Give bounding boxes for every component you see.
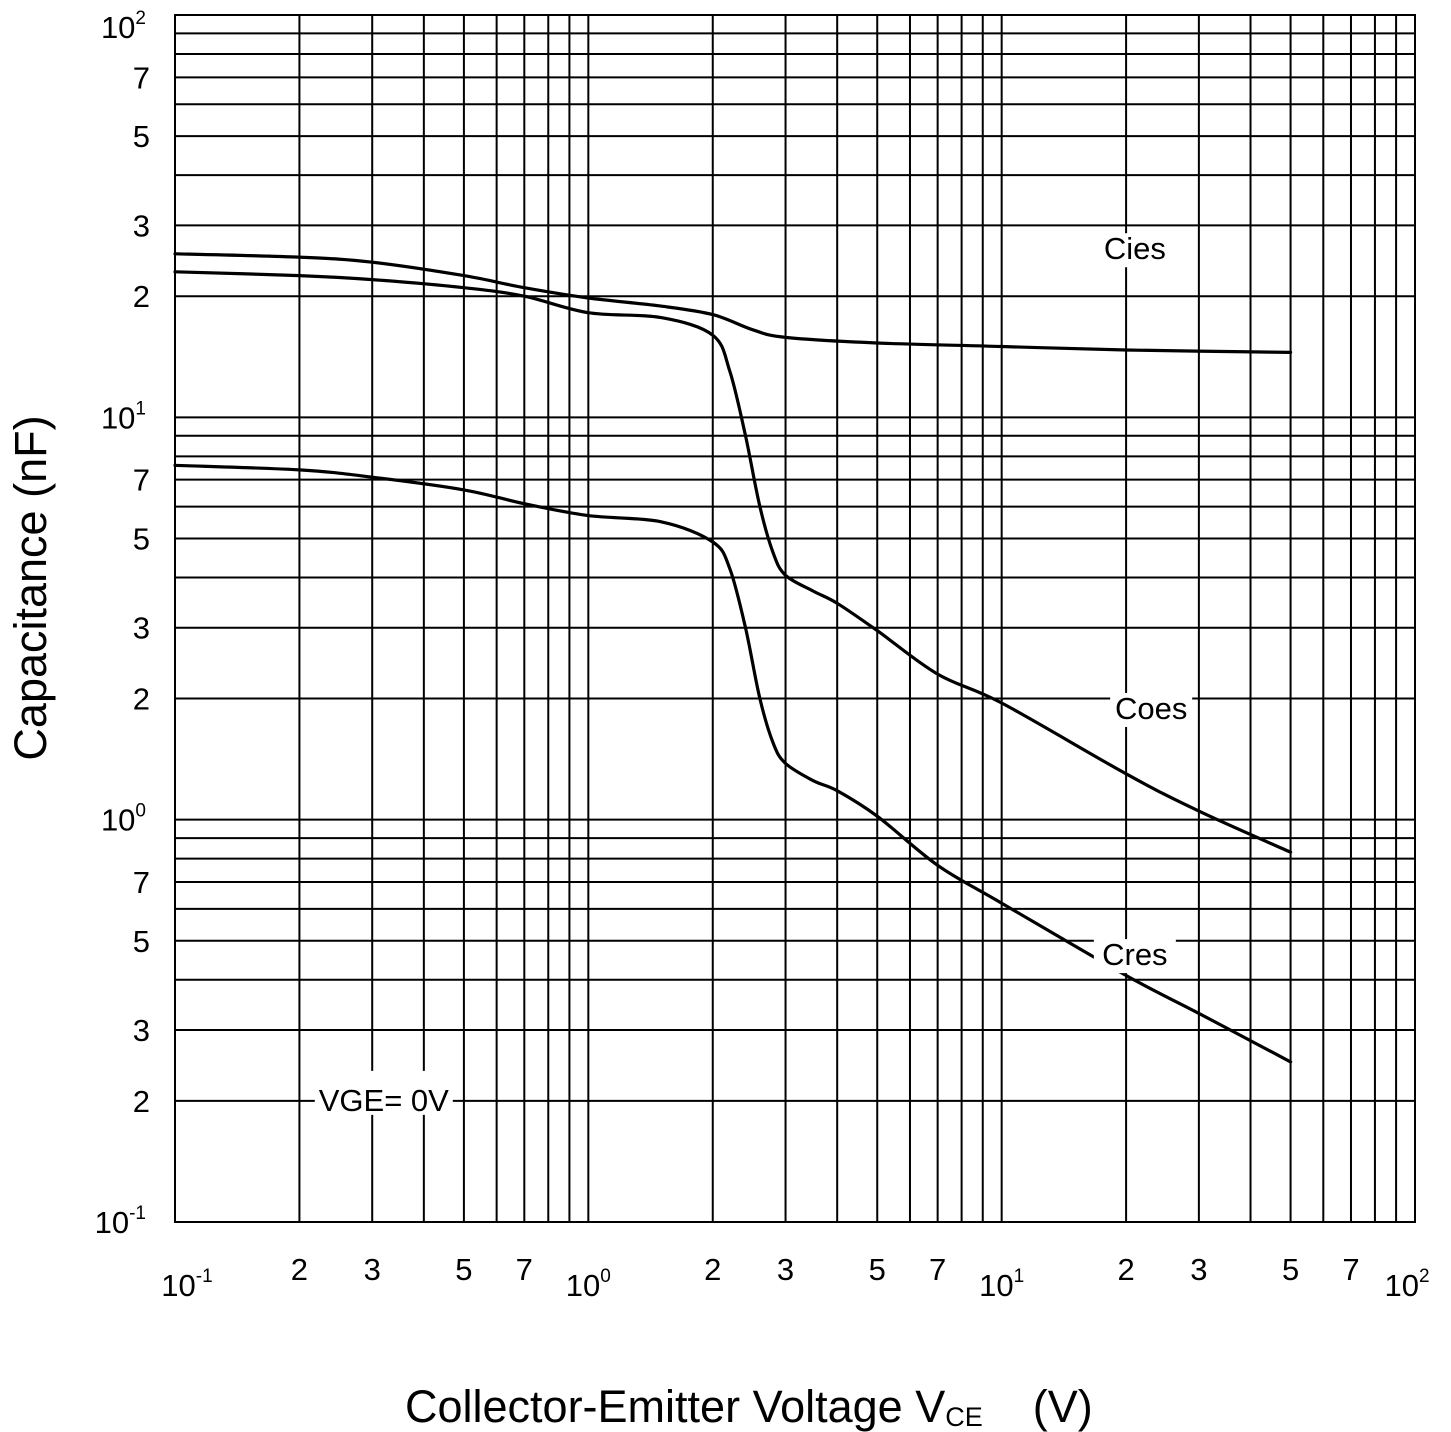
x-tick-mantissa: 2 bbox=[1117, 1252, 1134, 1287]
annotation-vge: VGE= 0V bbox=[319, 1083, 449, 1118]
y-tick-mantissa: 3 bbox=[133, 208, 150, 243]
x-tick-label: 100 bbox=[566, 1266, 611, 1303]
x-tick-label: 7 bbox=[929, 1252, 946, 1287]
x-axis-title-subscript: CE bbox=[945, 1402, 983, 1432]
x-tick-mantissa: 5 bbox=[455, 1252, 472, 1287]
y-tick-label: 7 bbox=[133, 60, 150, 95]
y-tick-label: 5 bbox=[133, 924, 150, 959]
x-tick-label: 5 bbox=[455, 1252, 472, 1287]
y-tick-mantissa: 10 bbox=[101, 400, 135, 435]
plot-frame bbox=[174, 14, 1416, 1223]
x-tick-mantissa: 5 bbox=[1282, 1252, 1299, 1287]
x-tick-mantissa: 2 bbox=[704, 1252, 721, 1287]
x-axis-title-unit: (V) bbox=[1033, 1381, 1093, 1432]
x-tick-mantissa: 7 bbox=[516, 1252, 533, 1287]
x-tick-mantissa: 5 bbox=[869, 1252, 886, 1287]
y-tick-mantissa: 10 bbox=[101, 10, 135, 45]
series-label-bg-cies bbox=[1093, 233, 1176, 268]
y-tick-mantissa: 5 bbox=[133, 924, 150, 959]
x-tick-exponent: -1 bbox=[196, 1266, 213, 1287]
y-tick-label: 101 bbox=[101, 398, 146, 435]
y-tick-exponent: 0 bbox=[135, 801, 146, 822]
y-tick-label: 3 bbox=[133, 208, 150, 243]
y-tick-label: 2 bbox=[133, 1084, 150, 1119]
y-axis-title: Capacitance (nF) bbox=[5, 415, 56, 760]
y-tick-mantissa: 10 bbox=[101, 803, 135, 838]
y-tick-label: 100 bbox=[101, 801, 146, 838]
series-label-bg-cres bbox=[1093, 939, 1176, 974]
x-tick-mantissa: 10 bbox=[566, 1268, 600, 1303]
y-tick-mantissa: 5 bbox=[133, 521, 150, 556]
y-tick-exponent: 2 bbox=[135, 8, 146, 29]
x-tick-mantissa: 10 bbox=[161, 1268, 195, 1303]
x-tick-label: 101 bbox=[979, 1266, 1024, 1303]
y-tick-label: 2 bbox=[133, 682, 150, 717]
x-tick-mantissa: 10 bbox=[979, 1268, 1013, 1303]
y-tick-label: 5 bbox=[133, 119, 150, 154]
x-tick-label: 2 bbox=[291, 1252, 308, 1287]
x-tick-labels: 10-1 2 3 5 7 100 2 3 5 7 101 2 3 5 7 102 bbox=[161, 1252, 1429, 1303]
y-tick-mantissa: 2 bbox=[133, 279, 150, 314]
y-tick-mantissa: 10 bbox=[95, 1205, 129, 1240]
x-tick-exponent: 1 bbox=[1014, 1266, 1025, 1287]
series-labels: Cies Coes Cres bbox=[1093, 231, 1193, 974]
y-tick-label: 3 bbox=[133, 611, 150, 646]
x-tick-label: 7 bbox=[516, 1252, 533, 1287]
series-label-cies: Cies bbox=[1104, 231, 1166, 266]
series-label-bg-coes bbox=[1110, 692, 1193, 727]
series-label-coes: Coes bbox=[1115, 691, 1187, 726]
y-tick-label: 5 bbox=[133, 521, 150, 556]
grid bbox=[174, 14, 1416, 1223]
series-line-coes bbox=[173, 270, 1293, 854]
x-tick-exponent: 2 bbox=[1419, 1266, 1430, 1287]
y-tick-label: 7 bbox=[133, 463, 150, 498]
x-tick-label: 3 bbox=[1190, 1252, 1207, 1287]
x-tick-label: 2 bbox=[1117, 1252, 1134, 1287]
y-tick-mantissa: 3 bbox=[133, 611, 150, 646]
y-tick-mantissa: 7 bbox=[133, 865, 150, 900]
x-tick-label: 2 bbox=[704, 1252, 721, 1287]
y-tick-mantissa: 5 bbox=[133, 119, 150, 154]
y-tick-mantissa: 2 bbox=[133, 1084, 150, 1119]
x-tick-mantissa: 2 bbox=[291, 1252, 308, 1287]
y-tick-label: 3 bbox=[133, 1013, 150, 1048]
x-tick-label: 5 bbox=[869, 1252, 886, 1287]
x-tick-label: 7 bbox=[1342, 1252, 1359, 1287]
x-tick-label: 3 bbox=[364, 1252, 381, 1287]
x-tick-mantissa: 7 bbox=[1342, 1252, 1359, 1287]
y-tick-mantissa: 7 bbox=[133, 463, 150, 498]
curves bbox=[173, 252, 1293, 1064]
x-tick-label: 102 bbox=[1384, 1266, 1429, 1303]
y-tick-exponent: -1 bbox=[129, 1203, 146, 1224]
y-tick-mantissa: 3 bbox=[133, 1013, 150, 1048]
x-axis-title: Collector-Emitter Voltage VCE (V) bbox=[405, 1381, 1093, 1432]
annotations: VGE= 0V bbox=[314, 1070, 453, 1118]
x-tick-label: 5 bbox=[1282, 1252, 1299, 1287]
y-tick-exponent: 1 bbox=[135, 398, 146, 419]
x-tick-mantissa: 10 bbox=[1384, 1268, 1418, 1303]
x-axis-title-main: Collector-Emitter Voltage V bbox=[405, 1381, 945, 1432]
x-tick-exponent: 0 bbox=[600, 1266, 611, 1287]
series-line-cres bbox=[173, 463, 1293, 1064]
x-tick-label: 3 bbox=[777, 1252, 794, 1287]
annotation-bg bbox=[314, 1070, 453, 1115]
x-tick-mantissa: 7 bbox=[929, 1252, 946, 1287]
x-tick-mantissa: 3 bbox=[1190, 1252, 1207, 1287]
y-tick-mantissa: 2 bbox=[133, 682, 150, 717]
y-tick-label: 10-1 bbox=[95, 1203, 146, 1240]
series-line-cies bbox=[173, 252, 1293, 354]
y-tick-mantissa: 7 bbox=[133, 60, 150, 95]
x-tick-mantissa: 3 bbox=[777, 1252, 794, 1287]
x-tick-mantissa: 3 bbox=[364, 1252, 381, 1287]
y-tick-label: 102 bbox=[101, 8, 146, 45]
y-tick-label: 7 bbox=[133, 865, 150, 900]
x-tick-label: 10-1 bbox=[161, 1266, 212, 1303]
series-label-cres: Cres bbox=[1102, 937, 1167, 972]
y-tick-label: 2 bbox=[133, 279, 150, 314]
